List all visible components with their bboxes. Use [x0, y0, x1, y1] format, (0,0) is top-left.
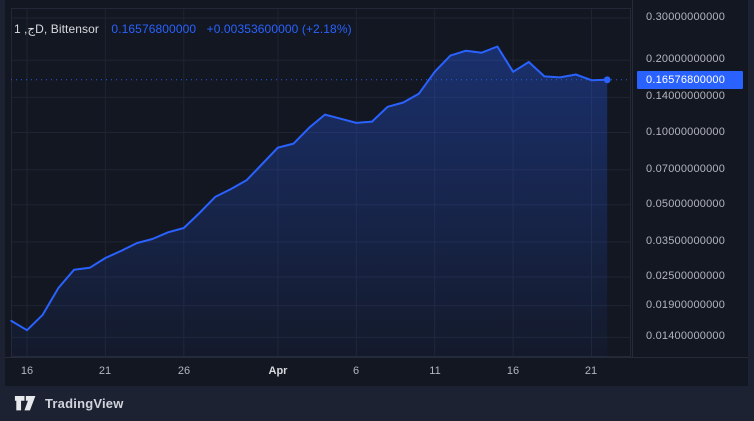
- attribution-bar: TradingView: [0, 386, 754, 421]
- time-tick-label: 26: [177, 365, 191, 377]
- chart-legend: 1 ,جD, Bittensor 0.16576800000 +0.003536…: [14, 22, 352, 36]
- price-tick-label: 0.01900000000: [646, 299, 726, 311]
- price-tick-label: 0.02500000000: [646, 270, 726, 282]
- price-change-value: +0.00353600000 (+2.18%): [206, 22, 352, 36]
- chart-widget: 1 ,جD, Bittensor 0.16576800000 +0.003536…: [5, 0, 748, 386]
- price-tick-label: 0.20000000000: [646, 53, 726, 65]
- symbol-title[interactable]: 1 ,جD, Bittensor: [14, 22, 99, 36]
- time-scale[interactable]: 16 21 26 Apr 6 11 16 21: [5, 357, 748, 386]
- price-scale[interactable]: 0.16576800000 0.30000000000 0.20000000000…: [632, 0, 748, 357]
- time-tick-label: 11: [429, 365, 441, 377]
- price-tick-label: 0.30000000000: [646, 11, 726, 23]
- time-tick-label: 21: [98, 365, 112, 377]
- time-tick-label: 16: [20, 365, 34, 377]
- price-chart-svg[interactable]: [0, 0, 632, 360]
- tradingview-brand-text[interactable]: TradingView: [45, 396, 124, 411]
- time-tick-label: 16: [506, 365, 520, 377]
- price-tick-label: 0.10000000000: [646, 126, 726, 138]
- time-tick-label: Apr: [268, 365, 288, 377]
- price-tick-label: 0.03500000000: [646, 235, 726, 247]
- price-tick-label: 0.01400000000: [646, 330, 726, 342]
- price-tick-label: 0.05000000000: [646, 198, 726, 210]
- tradingview-logo-icon[interactable]: [14, 396, 37, 411]
- price-tick-label: 0.14000000000: [646, 90, 726, 102]
- time-tick-label: 6: [352, 365, 360, 377]
- last-price-value: 0.16576800000: [111, 22, 197, 36]
- last-price-badge: 0.16576800000: [637, 71, 743, 89]
- price-tick-label: 0.07000000000: [646, 163, 726, 175]
- time-tick-label: 21: [584, 365, 598, 377]
